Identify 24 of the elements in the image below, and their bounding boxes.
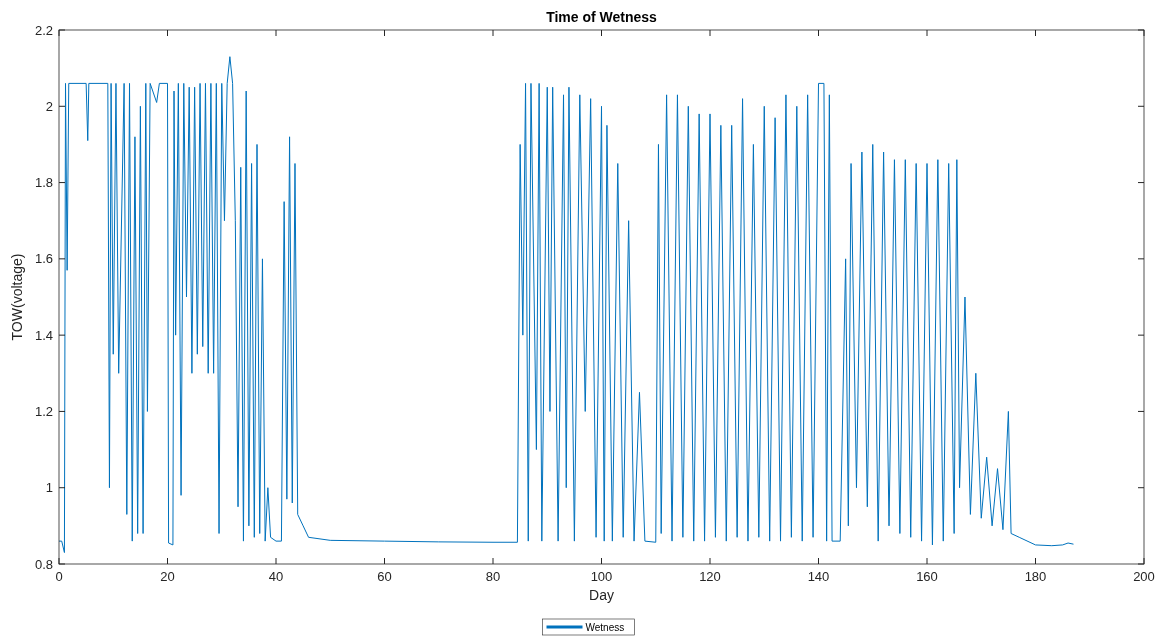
x-tick-label: 160 xyxy=(916,569,938,584)
x-tick-label: 40 xyxy=(268,569,284,584)
line-series xyxy=(59,56,1074,554)
y-tick-label: 1.2 xyxy=(34,403,53,419)
y-tick-label: 2.2 xyxy=(34,22,53,38)
x-axis-title: Day xyxy=(589,587,614,603)
x-tick-label: 60 xyxy=(377,569,392,584)
y-tick-label: 1.6 xyxy=(34,251,53,267)
x-tick-label: 180 xyxy=(1024,569,1047,584)
x-tick-label: 100 xyxy=(590,569,613,584)
x-tick-label: 120 xyxy=(699,569,721,584)
x-tick-label: 20 xyxy=(160,569,175,584)
y-tick-label: 1.8 xyxy=(34,175,53,191)
chart-title: Time of Wetness xyxy=(546,9,658,25)
x-tick-label: 140 xyxy=(807,569,830,584)
x-tick-label: 80 xyxy=(485,569,501,584)
y-tick-label: 1.4 xyxy=(34,327,53,343)
y-tick-label: 2 xyxy=(45,98,53,114)
y-axis-title: TOW(voltage) xyxy=(9,253,25,341)
x-tick-label: 0 xyxy=(55,569,63,584)
y-tick-label: 1 xyxy=(45,480,53,496)
legend-label: Wetness xyxy=(585,622,625,633)
x-tick-label: 200 xyxy=(1133,569,1155,584)
y-tick-label: 0.8 xyxy=(34,556,53,572)
